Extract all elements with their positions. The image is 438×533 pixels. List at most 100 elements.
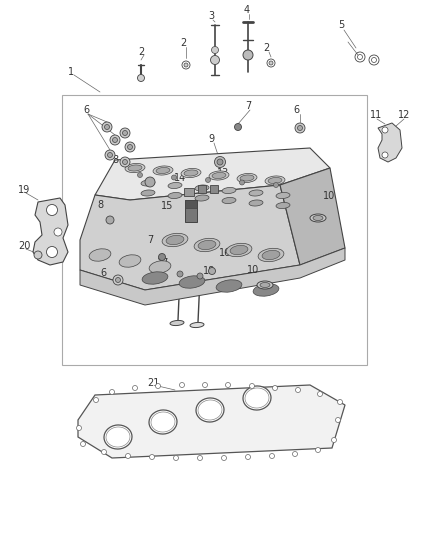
Circle shape (105, 125, 110, 130)
Ellipse shape (276, 203, 290, 208)
Text: 16: 16 (219, 248, 231, 258)
Circle shape (116, 278, 120, 282)
Ellipse shape (230, 245, 248, 255)
Ellipse shape (258, 248, 284, 262)
Circle shape (269, 454, 275, 458)
Ellipse shape (198, 400, 222, 420)
Text: 10: 10 (323, 191, 335, 201)
Text: 1: 1 (68, 67, 74, 77)
Ellipse shape (222, 188, 236, 193)
Bar (185, 200, 197, 208)
Text: 7: 7 (147, 235, 153, 245)
Circle shape (145, 177, 155, 187)
Circle shape (315, 448, 321, 453)
Polygon shape (80, 248, 345, 305)
Circle shape (272, 385, 278, 391)
Ellipse shape (151, 412, 175, 432)
Text: 2: 2 (138, 47, 144, 57)
Ellipse shape (195, 185, 209, 191)
Circle shape (149, 455, 155, 459)
Circle shape (138, 173, 142, 177)
Ellipse shape (194, 238, 220, 252)
Circle shape (133, 385, 138, 391)
Text: 6: 6 (83, 105, 89, 115)
Circle shape (110, 135, 120, 145)
Circle shape (205, 177, 211, 182)
Circle shape (120, 128, 130, 138)
Ellipse shape (190, 322, 204, 328)
Text: 6: 6 (100, 268, 106, 278)
Circle shape (126, 454, 131, 458)
Circle shape (110, 390, 114, 394)
Ellipse shape (168, 182, 182, 189)
Circle shape (125, 142, 135, 152)
Ellipse shape (181, 168, 201, 177)
Ellipse shape (166, 236, 184, 245)
Circle shape (234, 124, 241, 131)
Ellipse shape (245, 388, 269, 408)
Ellipse shape (313, 215, 323, 221)
Bar (184, 188, 194, 196)
Ellipse shape (257, 281, 273, 289)
Circle shape (93, 398, 99, 402)
Ellipse shape (125, 164, 145, 173)
Circle shape (250, 384, 254, 389)
Circle shape (46, 246, 57, 257)
Text: 8: 8 (112, 155, 118, 165)
Circle shape (177, 271, 183, 277)
Ellipse shape (162, 233, 188, 247)
Circle shape (318, 392, 322, 397)
Circle shape (102, 449, 106, 455)
Text: 10: 10 (247, 265, 259, 275)
Circle shape (222, 456, 226, 461)
Circle shape (180, 383, 184, 387)
Circle shape (172, 175, 177, 180)
Polygon shape (78, 385, 345, 458)
Text: 5: 5 (338, 20, 344, 30)
Text: 4: 4 (244, 5, 250, 15)
Circle shape (102, 122, 112, 132)
Circle shape (212, 46, 219, 53)
Circle shape (217, 159, 223, 165)
Text: 6: 6 (293, 105, 299, 115)
Ellipse shape (170, 320, 184, 326)
Ellipse shape (141, 180, 155, 186)
Ellipse shape (243, 386, 271, 410)
Ellipse shape (89, 249, 111, 261)
Ellipse shape (276, 192, 290, 199)
Bar (62, 95, 367, 365)
Ellipse shape (128, 165, 142, 171)
Circle shape (46, 205, 57, 215)
Circle shape (211, 55, 219, 64)
Circle shape (293, 451, 297, 456)
Ellipse shape (260, 282, 270, 287)
Circle shape (297, 125, 303, 131)
Circle shape (159, 254, 166, 261)
Ellipse shape (222, 197, 236, 204)
Ellipse shape (195, 195, 209, 201)
Text: 2: 2 (263, 43, 269, 53)
Circle shape (208, 268, 215, 274)
Circle shape (81, 441, 85, 447)
Circle shape (173, 456, 179, 461)
Circle shape (123, 131, 127, 135)
Circle shape (332, 438, 336, 442)
Circle shape (155, 384, 160, 389)
Text: 8: 8 (97, 200, 103, 210)
Ellipse shape (262, 251, 280, 260)
Text: 3: 3 (208, 11, 214, 21)
Ellipse shape (198, 240, 216, 249)
Circle shape (105, 150, 115, 160)
Text: 11: 11 (370, 110, 382, 120)
Polygon shape (378, 123, 402, 162)
Circle shape (240, 180, 244, 185)
Bar (185, 200, 197, 222)
Circle shape (184, 63, 188, 67)
Polygon shape (80, 185, 300, 290)
Polygon shape (95, 148, 330, 200)
Ellipse shape (253, 284, 279, 296)
Ellipse shape (216, 280, 242, 292)
Ellipse shape (310, 214, 326, 222)
Text: 9: 9 (208, 134, 214, 144)
Text: 14: 14 (174, 173, 186, 183)
